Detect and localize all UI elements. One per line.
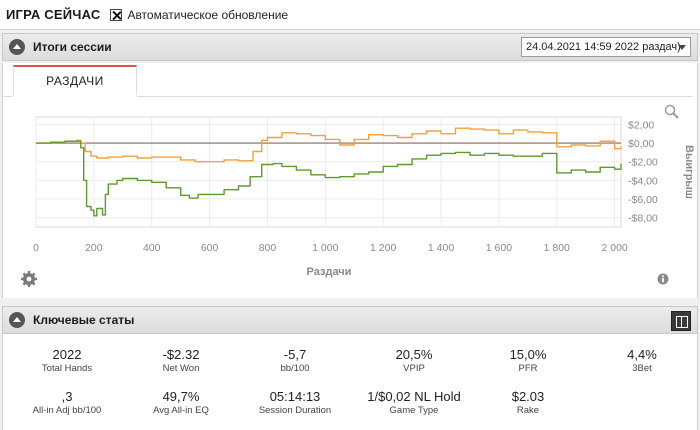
y-tick-label: -$4,00 [628,175,658,187]
stat-label: bb/100 [280,363,310,374]
stat-value: 2022 [52,347,82,362]
stat-3bet: 4,4% 3Bet [585,347,699,374]
session-select[interactable]: 24.04.2021 14:59 2022 раздач) [521,37,691,57]
x-tick-label: 1 600 [486,242,512,254]
stat-all-in-adj-bb-100: ,3 All-in Adj bb/100 [10,389,124,416]
key-stats-panel: 2022 Total Hands -$2.32 Net Won -5,7 bb/100 20… [2,334,698,430]
stat-pfr: 15,0% PFR [471,347,585,374]
winnings-chart: $2,00 $0,00 -$2,00 -$4,00 -$6,00 -$8,00 0 200 4… [21,104,695,287]
auto-update-checkbox[interactable] [110,8,123,21]
stat-label: 3Bet [632,363,652,374]
x-tick-label: 1 000 [312,242,338,254]
stat-value: 05:14:13 [269,389,321,404]
stat-value: ,3 [61,389,73,404]
stat-label: Total Hands [41,363,93,374]
stat-rake: $2.03 Rake [471,389,585,416]
info-icon[interactable] [657,273,669,285]
stat-session-duration: 05:14:13 Session Duration [238,389,352,416]
stat-vpip: 20,5% VPIP [357,347,471,374]
x-tick-label: 1 800 [544,242,570,254]
stat-value: 4,4% [627,347,657,362]
x-tick-label: 1 400 [428,242,454,254]
chevron-down-icon [678,45,686,50]
x-tick-label: 0 [33,242,39,254]
series-line-net-won [36,140,622,217]
x-axis-label: Раздачи [307,266,352,278]
stat-bb-100: -5,7 bb/100 [238,347,352,374]
y-tick-label: $2,00 [628,119,654,131]
x-tick-label: 400 [143,242,161,254]
x-tick-label: 800 [259,242,277,254]
stat-label: All-in Adj bb/100 [32,405,102,416]
y-axis-label: Выигрыш [683,145,695,199]
x-tick-label: 200 [85,242,103,254]
stat-value: $2.03 [511,389,545,404]
key-stats-header: Ключевые статы [2,306,698,334]
page-title: ИГРА СЕЙЧАС [6,7,101,22]
stat-value: 20,5% [395,347,433,362]
settings-gear-icon[interactable] [21,271,37,287]
session-summary-title: Итоги сессии [33,40,112,54]
zoom-icon[interactable] [664,104,679,119]
y-tick-label: -$6,00 [628,194,658,206]
stat-value: 49,7% [162,389,200,404]
tab-hands[interactable]: РАЗДАЧИ [13,65,137,95]
collapse-icon[interactable] [9,39,25,55]
stat-label: VPIP [403,363,425,374]
plot-area [35,116,622,228]
stat-value: 15,0% [509,347,547,362]
stat-label: Session Duration [258,405,332,416]
x-tick-labels: 0 200 400 600 800 1 000 1 200 1 400 1 600 1 800 2 … [33,242,628,254]
stat-game-type: 1/$0,02 NL Hold Game Type [357,389,471,416]
stat-value: -5,7 [283,347,307,362]
y-tick-labels: $2,00 $0,00 -$2,00 -$4,00 -$6,00 -$8,00 [628,119,658,224]
stat-value: -$2.32 [162,347,200,362]
stat-label: Avg All-in EQ [153,405,209,416]
stat-label: Game Type [389,405,439,416]
key-stats-title: Ключевые статы [33,313,135,327]
top-bar: ИГРА СЕЙЧАС Автоматическое обновление [0,0,700,30]
session-select-value: 24.04.2021 14:59 2022 раздач) [526,41,681,53]
y-tick-label: $0,00 [628,138,654,150]
stat-net-won: -$2.32 Net Won [124,347,238,374]
stat-label: Rake [516,405,540,416]
y-tick-label: -$8,00 [628,213,658,225]
chart-panel: РАЗДАЧИ $2,00 $0,00 -$2,00 -$4,00 -$6,00 -$8,… [2,63,698,298]
tab-hands-label: РАЗДАЧИ [46,74,104,88]
series-group [36,127,622,217]
x-tick-label: 600 [201,242,219,254]
y-tick-label: -$2,00 [628,157,658,169]
series-line-all-in-adj [36,127,622,163]
stat-avg-all-in-eq: 49,7% Avg All-in EQ [124,389,238,416]
x-tick-label: 1 200 [370,242,396,254]
stat-total-hands: 2022 Total Hands [10,347,124,374]
collapse-icon[interactable] [9,312,25,328]
stat-label: Net Won [162,363,200,374]
x-tick-label: 2 000 [601,242,627,254]
session-summary-header: Итоги сессии 24.04.2021 14:59 2022 разда… [2,33,698,61]
stat-value: 1/$0,02 NL Hold [367,389,461,404]
layout-toggle-icon[interactable] [671,311,691,331]
stat-label: PFR [518,363,538,374]
auto-update-label[interactable]: Автоматическое обновление [127,7,289,22]
